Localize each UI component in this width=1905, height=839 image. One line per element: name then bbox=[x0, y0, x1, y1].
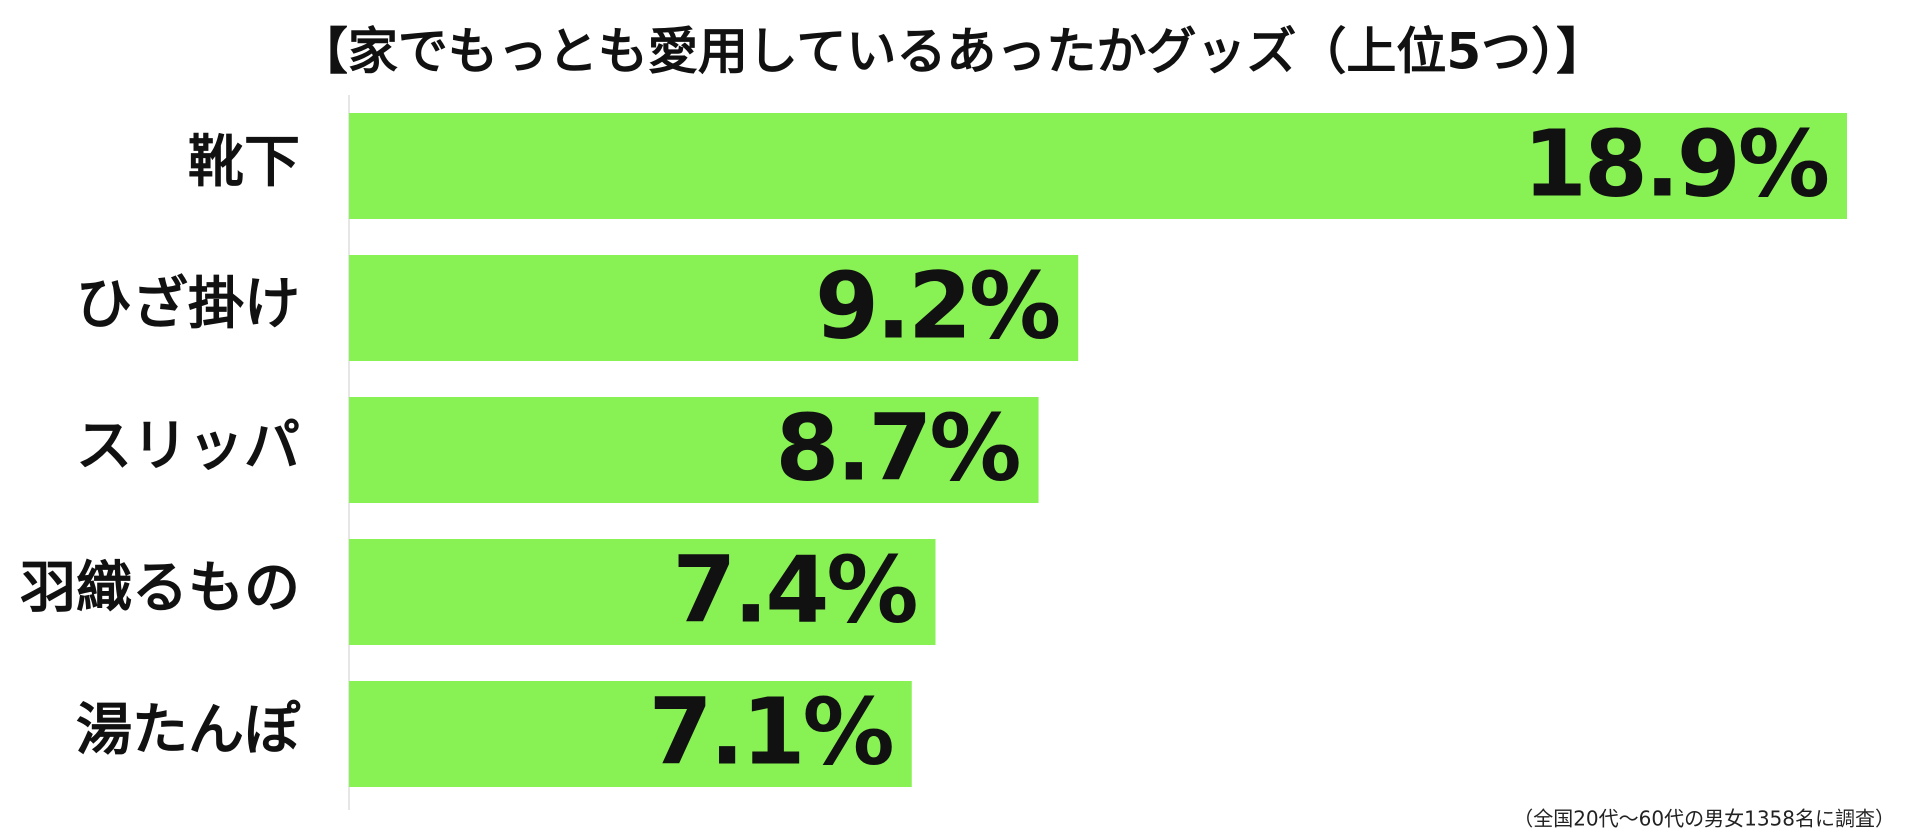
value-label: 18.9% bbox=[1523, 110, 1828, 217]
bar bbox=[349, 681, 912, 787]
footnote: （全国20代〜60代の男女1358名に調査） bbox=[1513, 807, 1895, 831]
bar bbox=[349, 397, 1039, 503]
category-label: ひざ掛け bbox=[76, 272, 300, 337]
value-label: 9.2% bbox=[815, 252, 1059, 359]
category-label: 羽織るもの bbox=[20, 556, 300, 621]
value-label: 7.4% bbox=[672, 536, 916, 643]
bar bbox=[349, 113, 1847, 219]
bar bbox=[349, 255, 1079, 361]
chart-title: 【家でもっとも愛用しているあったかグッズ（上位5つ）】 bbox=[298, 23, 1606, 81]
category-label: スリッパ bbox=[76, 414, 300, 479]
value-label: 8.7% bbox=[775, 394, 1019, 501]
category-label: 靴下 bbox=[188, 130, 300, 195]
bar bbox=[349, 539, 936, 645]
category-label: 湯たんぽ bbox=[76, 698, 301, 763]
value-label: 7.1% bbox=[649, 678, 893, 785]
